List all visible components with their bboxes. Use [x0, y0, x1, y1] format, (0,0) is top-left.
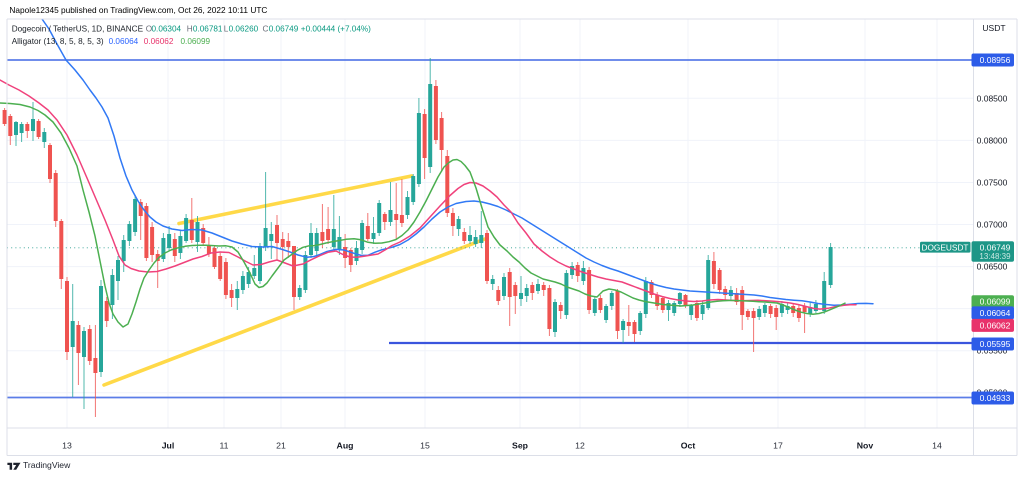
svg-text:Sep: Sep — [512, 441, 528, 451]
svg-text:Oct: Oct — [681, 441, 696, 451]
svg-text:0.06099: 0.06099 — [181, 37, 211, 46]
svg-text:0.06749: 0.06749 — [269, 24, 299, 33]
svg-text:0.07500: 0.07500 — [977, 178, 1008, 188]
svg-text:0.05595: 0.05595 — [980, 339, 1011, 349]
svg-text:Alligator (13, 8, 5, 8, 5, 3): Alligator (13, 8, 5, 8, 5, 3) — [12, 37, 104, 46]
svg-text:0.06260: 0.06260 — [229, 24, 259, 33]
svg-text:0.06099: 0.06099 — [980, 297, 1011, 307]
svg-text:12: 12 — [575, 441, 585, 451]
svg-text:0.08000: 0.08000 — [977, 135, 1008, 145]
svg-text:0.06749: 0.06749 — [980, 243, 1011, 253]
svg-text:15: 15 — [420, 441, 430, 451]
svg-text:L: L — [224, 24, 229, 33]
svg-text:USDT: USDT — [982, 23, 1005, 33]
svg-text:0.06781: 0.06781 — [193, 24, 223, 33]
svg-text:11: 11 — [219, 441, 228, 451]
svg-text:0.06064: 0.06064 — [980, 308, 1011, 318]
svg-text:0.06304: 0.06304 — [152, 24, 182, 33]
svg-text:Jul: Jul — [162, 441, 175, 451]
svg-text:DOGEUSDT: DOGEUSDT — [921, 242, 968, 252]
svg-text:+0.00444 (+7.04%): +0.00444 (+7.04%) — [301, 24, 371, 33]
svg-text:0.06500: 0.06500 — [977, 262, 1008, 272]
svg-text:TradingView: TradingView — [23, 460, 71, 470]
svg-text:17: 17 — [773, 441, 783, 451]
svg-text:0.06062: 0.06062 — [980, 320, 1011, 330]
svg-text:13:48:39: 13:48:39 — [979, 252, 1011, 261]
svg-text:Nov: Nov — [857, 441, 874, 451]
svg-text:13: 13 — [62, 441, 72, 451]
svg-text:0.05500: 0.05500 — [977, 346, 1008, 356]
svg-text:O: O — [146, 24, 152, 33]
svg-text:14: 14 — [932, 441, 942, 451]
svg-text:Napole12345 published on Tradi: Napole12345 published on TradingView.com… — [9, 5, 267, 15]
svg-text:21: 21 — [276, 441, 286, 451]
svg-text:Aug: Aug — [337, 441, 354, 451]
svg-text:0.08956: 0.08956 — [980, 55, 1011, 65]
svg-text:0.06062: 0.06062 — [144, 37, 174, 46]
svg-text:C: C — [263, 24, 269, 33]
svg-text:0.08500: 0.08500 — [977, 93, 1008, 103]
svg-text:0.06064: 0.06064 — [109, 37, 139, 46]
svg-text:0.04933: 0.04933 — [980, 393, 1011, 403]
svg-text:H: H — [187, 24, 193, 33]
svg-text:0.07000: 0.07000 — [977, 220, 1008, 230]
svg-text:Dogecoin / TetherUS, 1D, BINAN: Dogecoin / TetherUS, 1D, BINANCE — [12, 24, 144, 33]
